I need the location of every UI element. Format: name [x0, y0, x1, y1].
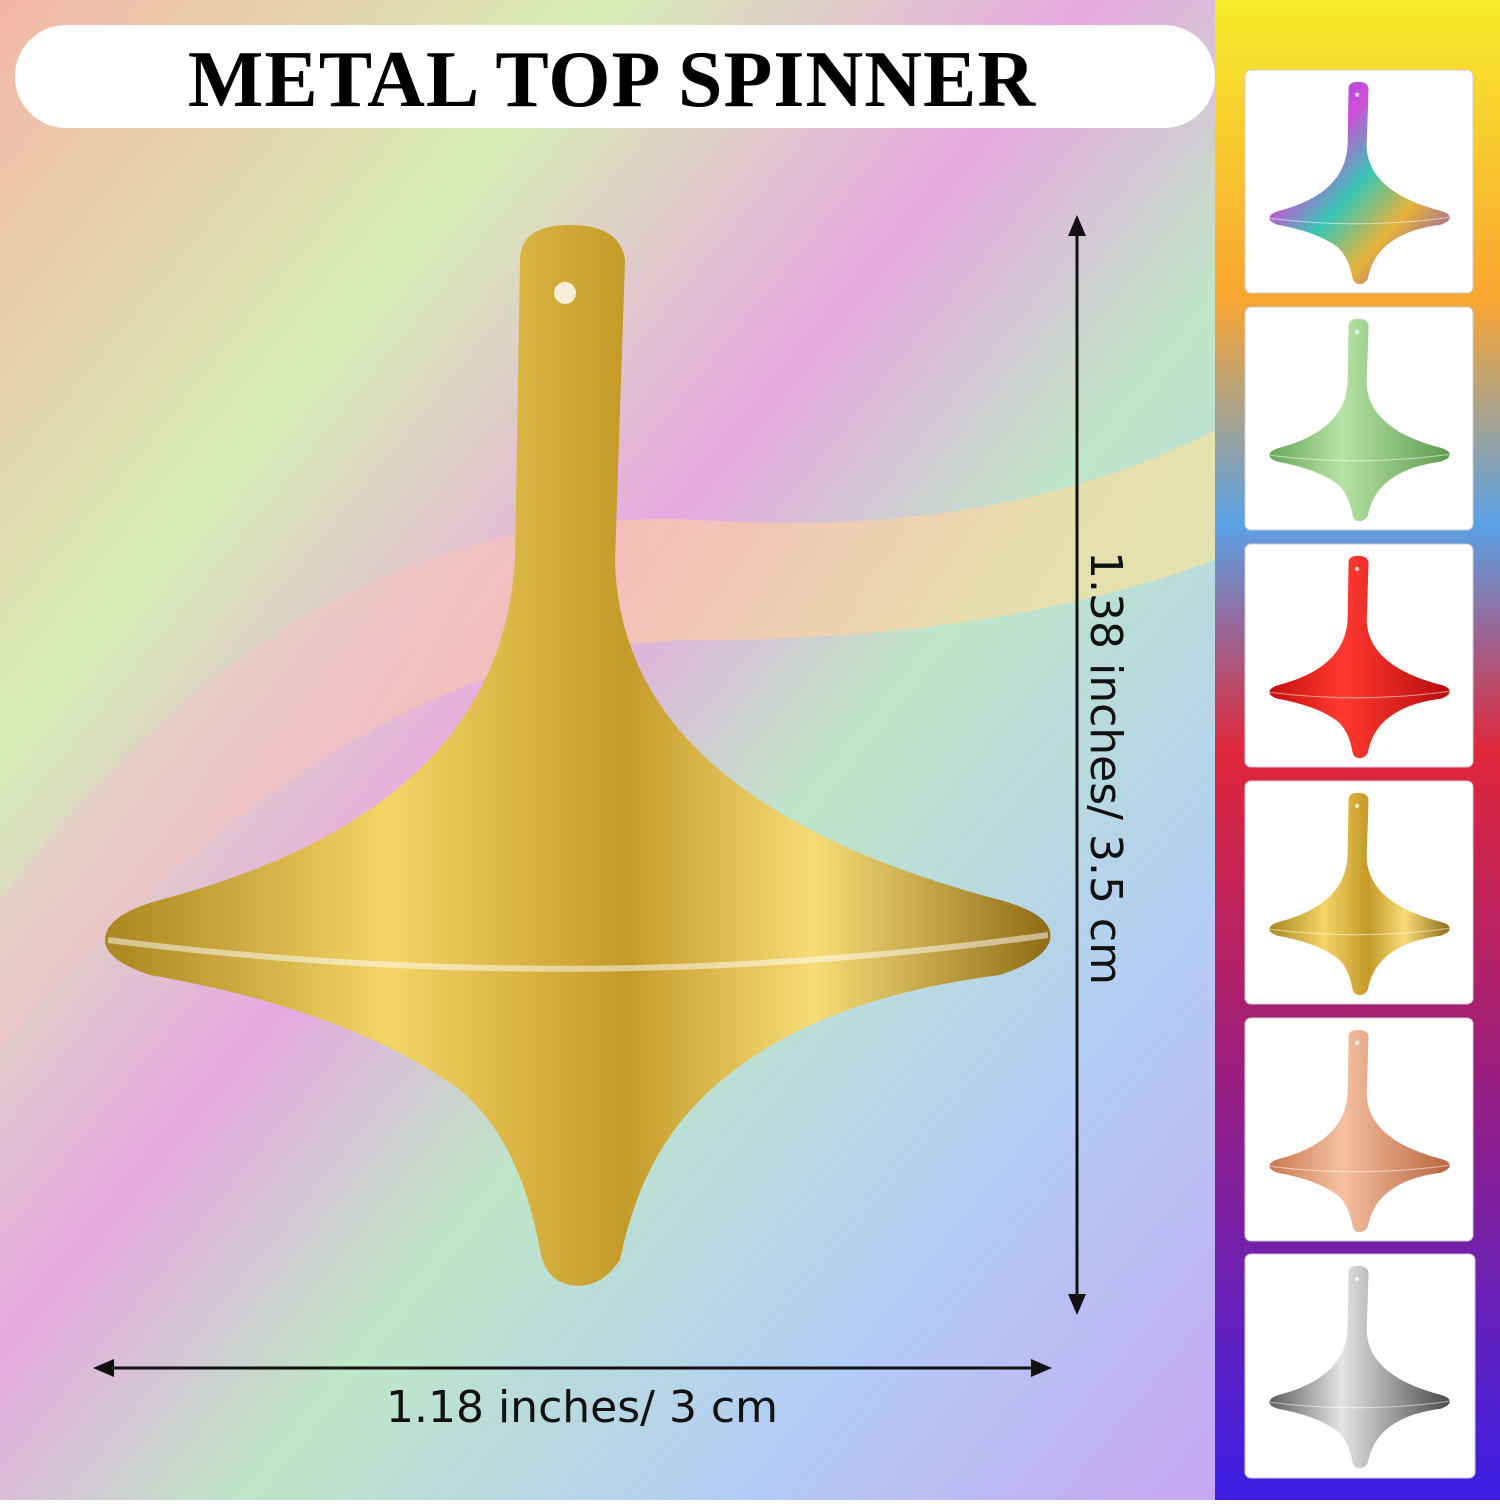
height-arrow: [1068, 215, 1086, 1315]
title: METAL TOP SPINNER: [188, 36, 1037, 124]
title-pill: [15, 25, 1215, 128]
width-arrow: [93, 1359, 1052, 1377]
variant-list: [1244, 69, 1476, 1479]
background-band: [0, 430, 1215, 1050]
height-label: 1.38 inches/ 3.5 cm: [1080, 551, 1131, 985]
width-label: 1.18 inches/ 3 cm: [386, 1382, 778, 1433]
